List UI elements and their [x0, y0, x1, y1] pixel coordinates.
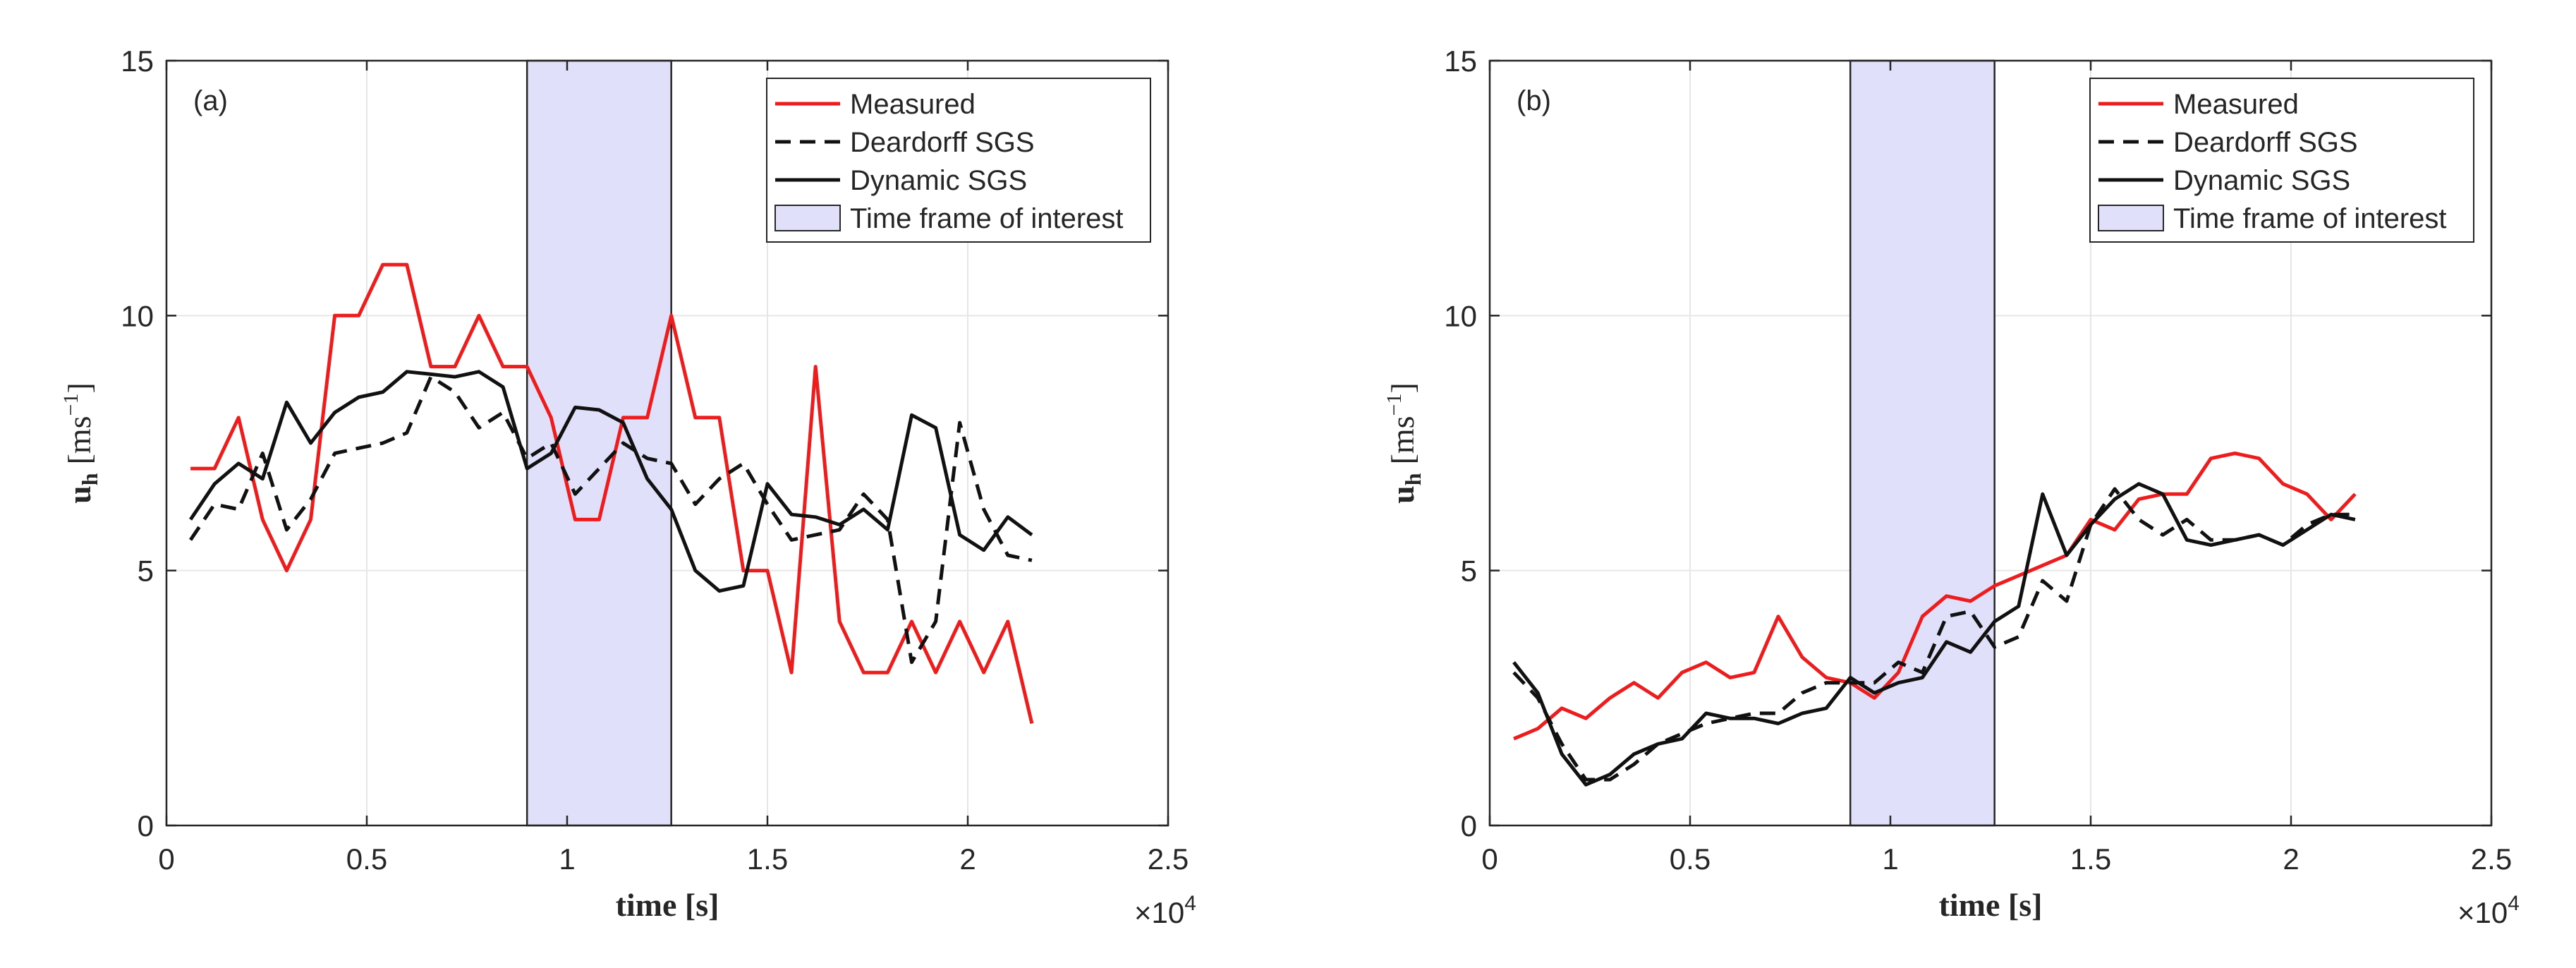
x-axis-multiplier-base: ×10: [1134, 896, 1184, 929]
x-tick-label: 0: [158, 842, 174, 876]
x-tick-label: 2: [2283, 842, 2299, 876]
y-axis-label-units: [ms: [1385, 416, 1421, 464]
x-axis-label: time [s]: [1939, 887, 2043, 923]
legend-entry-label: Deardorff SGS: [850, 127, 1035, 158]
x-axis-label: time [s]: [616, 887, 719, 923]
chart-panel-a: 0 0.5 1 1.5 2 2.5 0 5 10 15 ×104 time [s] uh [ms−1] (a…: [59, 44, 1196, 929]
y-tick-label: 5: [1461, 555, 1477, 588]
legend-swatch-time-frame-of-interest: [774, 205, 841, 231]
x-tick-label: 0.5: [346, 842, 387, 876]
x-tick-label: 2: [959, 842, 976, 876]
y-tick-label: 0: [1461, 809, 1477, 842]
legend: Measured Deardorff SGS Dynamic SGS Time fra…: [2089, 78, 2474, 243]
panel-label: (b): [1517, 85, 1551, 116]
y-tick-label: 15: [1444, 44, 1477, 78]
y-axis-label-exponent: −1: [1383, 394, 1406, 416]
x-tick-label: 0.5: [1670, 842, 1711, 876]
y-axis-label-close: ]: [1385, 382, 1421, 393]
series-line-measured: [190, 262, 1034, 725]
legend-entry-label: Time frame of interest: [2173, 203, 2447, 234]
panel-label: (a): [193, 85, 228, 116]
x-axis-multiplier: ×104: [1134, 892, 1196, 929]
x-tick-label: 1.5: [2070, 842, 2111, 876]
series-line-deardorff-sgs: [189, 375, 1033, 665]
y-axis-label-exponent: −1: [59, 394, 83, 416]
time-frame-of-interest-region: [525, 59, 672, 827]
x-axis-multiplier-exponent: 4: [1184, 892, 1196, 915]
y-tick-label: 0: [138, 809, 154, 842]
legend-entry-label: Dynamic SGS: [2173, 165, 2350, 196]
x-tick-label: 1: [1882, 842, 1898, 876]
series-line-dynamic-sgs: [1512, 482, 2356, 787]
y-axis-label-subscript: h: [1400, 473, 1426, 485]
series-line-dynamic-sgs: [189, 370, 1033, 593]
y-axis-label-close: ]: [61, 382, 97, 393]
y-tick-label: 10: [1444, 299, 1477, 332]
legend-entry-label: Time frame of interest: [850, 203, 1124, 234]
time-frame-of-interest-region: [1849, 59, 1995, 827]
axes-box: [165, 59, 1169, 827]
series-line-measured: [1513, 452, 2357, 741]
y-tick-label: 5: [138, 555, 154, 588]
x-tick-label: 0: [1481, 842, 1497, 876]
y-axis-label: uh [ms−1]: [1383, 382, 1426, 504]
axes-box: [1488, 59, 2493, 827]
legend: Measured Deardorff SGS Dynamic SGS Time fra…: [766, 78, 1151, 243]
chart-panel-b: 0 0.5 1 1.5 2 2.5 0 5 10 15 ×104 time [s] uh [ms−1] (b…: [1383, 44, 2520, 929]
x-tick-label: 2.5: [1148, 842, 1189, 876]
y-axis-label-subscript: h: [77, 473, 102, 485]
x-tick-label: 1.5: [747, 842, 788, 876]
legend-entry-label: Measured: [2173, 89, 2299, 120]
y-axis-label: uh [ms−1]: [59, 382, 102, 504]
legend-entry-label: Deardorff SGS: [2173, 127, 2358, 158]
y-tick-label: 15: [121, 44, 154, 78]
x-axis-multiplier: ×104: [2457, 892, 2520, 929]
y-axis-label-symbol: u: [1385, 485, 1421, 504]
legend-entry-label: Dynamic SGS: [850, 165, 1027, 196]
legend-swatch-time-frame-of-interest: [2098, 205, 2164, 231]
x-tick-label: 2.5: [2471, 842, 2512, 876]
x-tick-label: 1: [559, 842, 575, 876]
legend-entry-label: Measured: [850, 89, 976, 120]
y-axis-label-units: [ms: [61, 416, 97, 464]
x-axis-multiplier-exponent: 4: [2508, 892, 2520, 915]
y-tick-label: 10: [121, 299, 154, 332]
y-axis-label-symbol: u: [61, 485, 97, 504]
x-axis-multiplier-base: ×10: [2457, 896, 2508, 929]
